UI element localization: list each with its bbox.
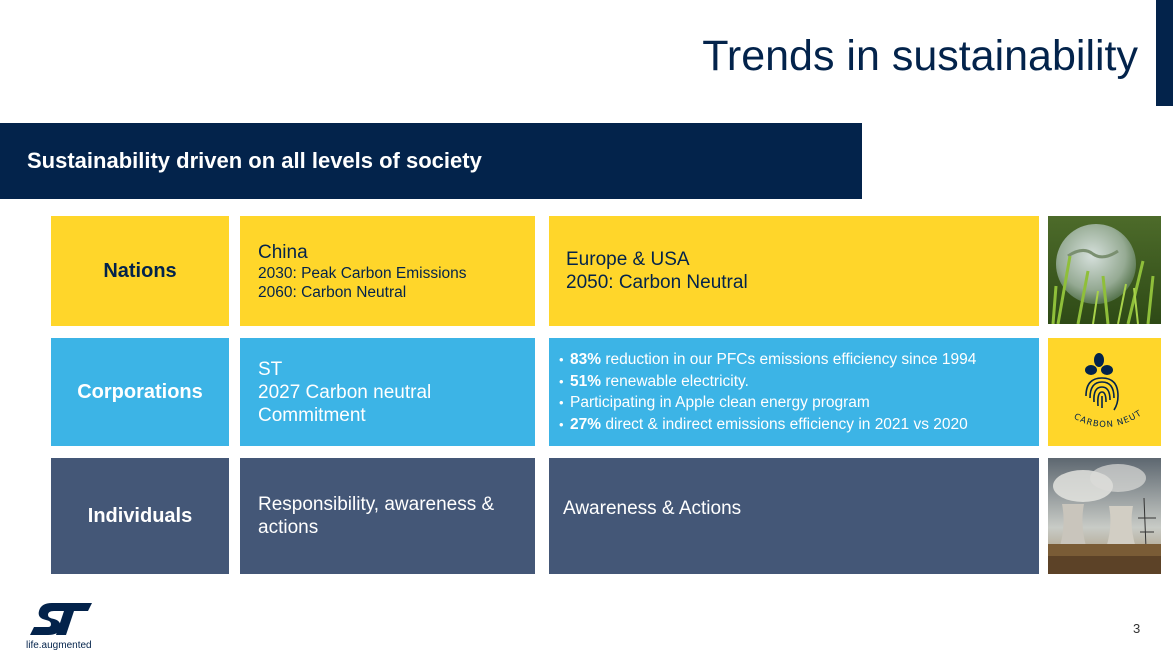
bullet-2-bold: 51%	[570, 372, 602, 390]
corporations-label: Corporations	[77, 380, 203, 403]
bullet-1-bold: 83%	[570, 351, 602, 368]
bullet-3-text: Participating in Apple clean energy prog…	[570, 394, 870, 411]
cooling-towers-image	[1048, 458, 1161, 574]
st-line-2: 2027 Carbon neutral	[258, 381, 432, 403]
bullet-1-text: reduction in our PFCs emissions efficien…	[601, 351, 977, 368]
europe-usa-title: Europe & USA	[566, 249, 690, 270]
china-line-1: 2030: Peak Carbon Emissions	[258, 264, 467, 282]
individuals-responsibility-box: Responsibility, awareness & actions	[240, 458, 535, 574]
title-accent-bar	[1156, 0, 1173, 106]
slide-title: Trends in sustainability	[702, 32, 1138, 80]
page-number: 3	[1133, 621, 1141, 636]
china-line-2: 2060: Carbon Neutral	[258, 283, 407, 301]
nations-label: Nations	[103, 259, 177, 282]
carbon-neutral-icon: CARBON NEUTRAL	[1045, 331, 1144, 430]
nations-china-box: China 2030: Peak Carbon Emissions 2060: …	[240, 216, 535, 326]
corporations-bullet-list: • 83% reduction in our PFCs emissions eff…	[559, 349, 1021, 435]
corporations-st-box: ST 2027 Carbon neutral Commitment	[240, 338, 535, 446]
europe-usa-line: 2050: Carbon Neutral	[566, 272, 748, 293]
list-item: • Participating in Apple clean energy pro…	[559, 394, 870, 411]
list-item: • 83% reduction in our PFCs emissions eff…	[559, 351, 977, 368]
banner-text: Sustainability driven on all levels of s…	[27, 148, 482, 173]
carbon-neutral-badge: CARBON NEUTRAL	[1045, 331, 1161, 446]
bullet-4-bold: 27%	[570, 415, 602, 433]
list-item: • 51% renewable electricity.	[559, 372, 749, 390]
responsibility-text: Responsibility, awareness & actions	[258, 494, 495, 538]
row-label-nations: Nations	[51, 216, 229, 326]
section-banner	[0, 123, 862, 199]
individuals-label: Individuals	[87, 504, 193, 527]
st-logo	[28, 601, 94, 642]
st-line-3: Commitment	[258, 404, 366, 426]
row-label-corporations: Corporations	[51, 338, 229, 446]
nations-europe-usa-box: Europe & USA 2050: Carbon Neutral	[549, 216, 1039, 326]
logo-tagline: life.augmented	[26, 640, 92, 651]
st-line-1: ST	[258, 358, 283, 380]
row-label-individuals: Individuals	[51, 458, 229, 574]
individuals-awareness-box: Awareness & Actions	[549, 458, 1039, 574]
list-item: • 27% direct & indirect emissions efficie…	[559, 415, 968, 433]
bullet-2-text: renewable electricity.	[601, 372, 749, 390]
china-title: China	[258, 241, 308, 263]
corporations-bullets-box: • 83% reduction in our PFCs emissions eff…	[549, 338, 1039, 446]
st-logo-mark-icon	[30, 603, 92, 635]
bullet-4-text: direct & indirect emissions efficiency i…	[601, 415, 968, 433]
globe-grass-image	[1048, 216, 1161, 324]
awareness-text: Awareness & Actions	[563, 498, 742, 519]
